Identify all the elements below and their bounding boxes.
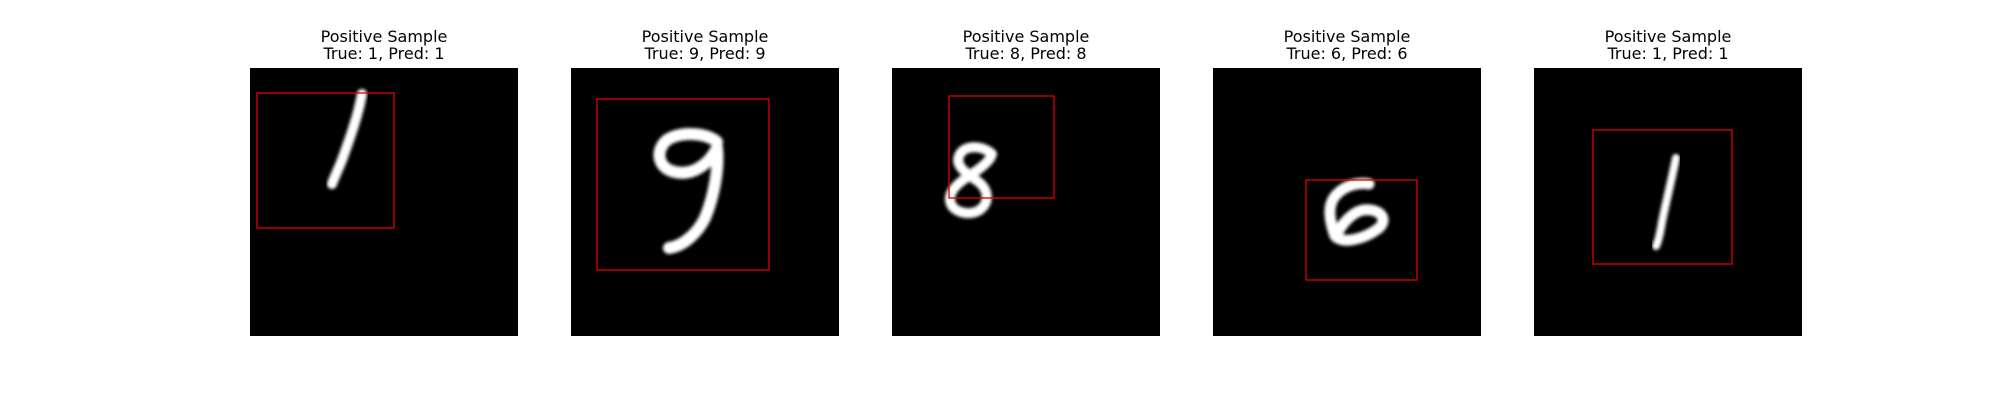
digit-stroke bbox=[653, 128, 724, 254]
panel-title: Positive Sample True: 9, Pred: 9 bbox=[531, 28, 879, 62]
panel-title: Positive Sample True: 1, Pred: 1 bbox=[210, 28, 558, 62]
bounding-box bbox=[1305, 179, 1418, 281]
sample-panel-3: Positive Sample True: 8, Pred: 8 bbox=[892, 0, 1160, 400]
panel-subtitle-line: True: 8, Pred: 8 bbox=[965, 44, 1087, 63]
panel-title: Positive Sample True: 1, Pred: 1 bbox=[1494, 28, 1842, 62]
panel-subtitle-line: True: 1, Pred: 1 bbox=[1607, 44, 1729, 63]
digit-image bbox=[1534, 68, 1802, 336]
sample-panel-4: Positive Sample True: 6, Pred: 6 bbox=[1213, 0, 1481, 400]
digit-image bbox=[1213, 68, 1481, 336]
digit-image bbox=[571, 68, 839, 336]
sample-panel-5: Positive Sample True: 1, Pred: 1 bbox=[1534, 0, 1802, 400]
panel-title-line: Positive Sample bbox=[962, 27, 1090, 46]
digit-image-svg bbox=[1305, 178, 1418, 281]
digit-stroke bbox=[1324, 178, 1389, 246]
panel-title-line: Positive Sample bbox=[1604, 27, 1732, 46]
digit-stroke bbox=[944, 142, 997, 218]
sample-panel-2: Positive Sample True: 9, Pred: 9 bbox=[571, 0, 839, 400]
panel-title-line: Positive Sample bbox=[320, 27, 448, 46]
panel-title: Positive Sample True: 6, Pred: 6 bbox=[1173, 28, 1521, 62]
panel-subtitle-line: True: 1, Pred: 1 bbox=[323, 44, 445, 63]
panel-title-line: Positive Sample bbox=[1283, 27, 1411, 46]
bounding-box bbox=[948, 95, 1055, 199]
bounding-box bbox=[596, 98, 770, 271]
panel-title: Positive Sample True: 8, Pred: 8 bbox=[852, 28, 1200, 62]
digit-image bbox=[892, 68, 1160, 336]
digit-image-svg bbox=[256, 89, 395, 229]
digit-stroke bbox=[1652, 154, 1680, 250]
digit-image-svg bbox=[596, 98, 770, 271]
sample-panel-1: Positive Sample True: 1, Pred: 1 bbox=[250, 0, 518, 400]
bounding-box bbox=[1592, 129, 1733, 265]
bounding-box bbox=[256, 92, 395, 229]
panel-subtitle-line: True: 9, Pred: 9 bbox=[644, 44, 766, 63]
panel-title-line: Positive Sample bbox=[641, 27, 769, 46]
digit-image-svg bbox=[944, 95, 1055, 218]
digit-stroke bbox=[327, 89, 367, 189]
digit-image bbox=[250, 68, 518, 336]
digit-image-svg bbox=[1592, 129, 1733, 265]
panel-subtitle-line: True: 6, Pred: 6 bbox=[1286, 44, 1408, 63]
